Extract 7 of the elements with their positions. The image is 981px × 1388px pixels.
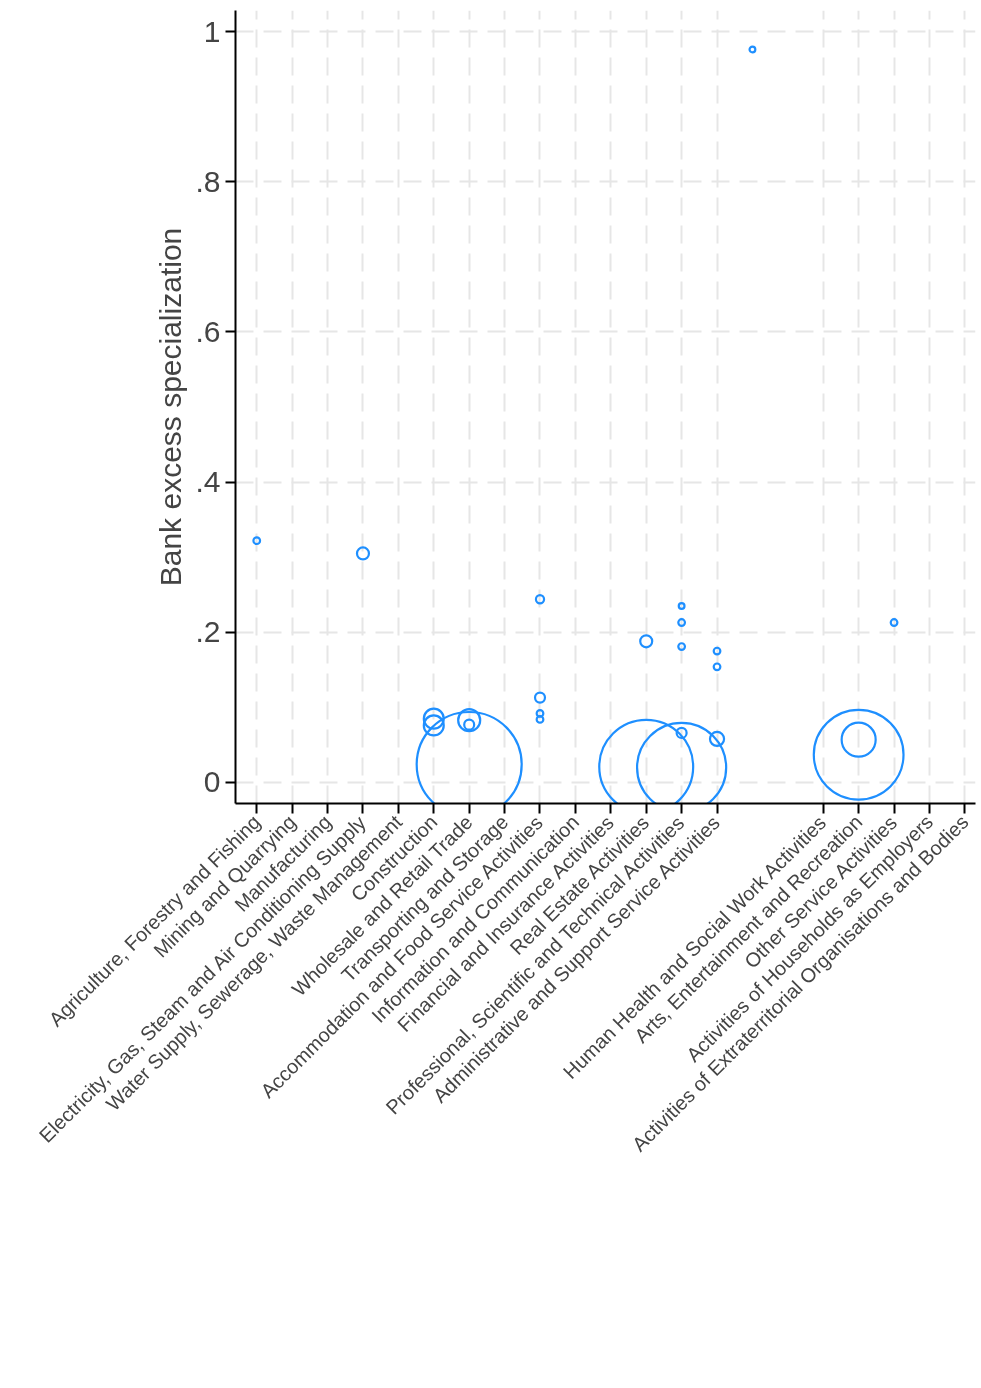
y-tick-label: .2 (195, 615, 221, 649)
y-tick-label: 0 (203, 765, 221, 799)
y-tick-label: 1 (203, 14, 221, 48)
y-tick-label: .6 (195, 314, 221, 348)
y-tick-label: .8 (195, 164, 221, 198)
y-tick-label: .4 (195, 465, 221, 499)
y-axis-title: Bank excess specialization (154, 227, 188, 587)
